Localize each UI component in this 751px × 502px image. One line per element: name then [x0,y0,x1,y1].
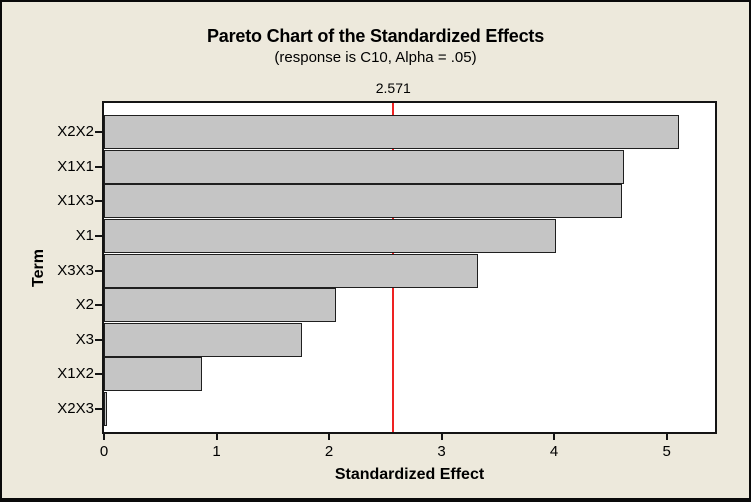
x-tick-label: 1 [212,443,221,460]
y-category-label: X1X3 [57,192,94,210]
bar-X2X2 [104,115,679,149]
bar-X3 [104,322,303,357]
y-category-label: X1 [75,226,94,244]
y-tick-mark [95,304,102,307]
x-axis-title: Standardized Effect [334,466,485,483]
chart-title: Pareto Chart of the Standardized Effects [206,26,545,46]
x-tick-mark [103,434,105,440]
x-tick-label: 0 [99,443,109,460]
plot-area [102,101,717,434]
chart-subtitle: (response is C10, Alpha = .05) [274,49,477,66]
y-category-label: X2 [75,296,94,314]
reference-line-value-label: 2.571 [375,80,411,96]
bar-X1X3 [104,184,622,219]
y-category-label: X1X1 [57,157,94,175]
x-tick-label: 3 [437,443,446,460]
bars-container [104,115,715,426]
y-category-label: X1X2 [57,365,94,383]
bar-X1 [104,218,557,253]
y-tick-mark [95,338,102,341]
x-tick-mark [328,434,331,440]
y-tick-mark [95,373,102,376]
x-tick-mark [215,434,218,440]
bar-X1X2 [104,357,202,392]
y-tick-mark [95,234,102,237]
y-tick-mark [95,269,102,272]
x-tick-label: 2 [324,443,334,460]
bar-X2 [104,288,336,323]
y-category-label: X3X3 [57,261,94,279]
x-tick-mark [553,434,556,440]
y-tick-mark [95,131,102,133]
y-axis-title: Term [30,248,47,287]
bar-X2X3 [104,392,108,426]
y-category-label: X2X2 [57,123,94,140]
y-tick-mark [95,165,102,168]
y-tick-mark [95,408,102,410]
bar-X1X1 [104,149,624,184]
x-tick-label: 4 [549,443,559,460]
y-category-label: X3 [75,330,94,348]
x-tick-mark [665,434,668,440]
y-tick-mark [95,200,102,203]
bar-X3X3 [104,253,478,288]
x-tick-mark [440,434,443,440]
x-tick-label: 5 [662,443,671,460]
y-category-label: X2X3 [57,400,94,417]
